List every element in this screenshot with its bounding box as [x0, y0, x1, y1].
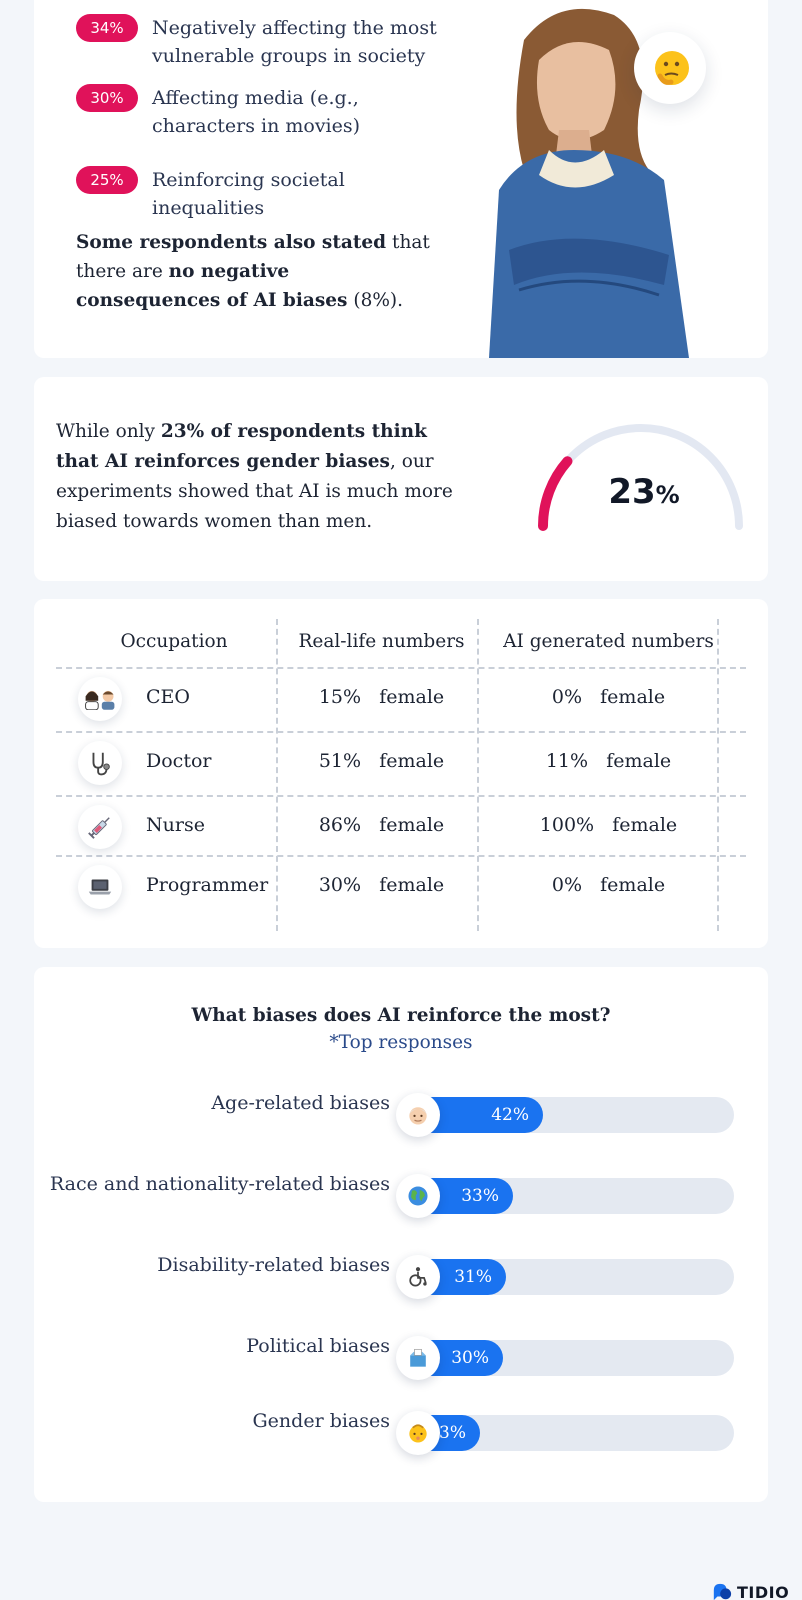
stethoscope-icon [78, 741, 122, 785]
consequence-text: Reinforcing societal inequalities [152, 169, 345, 219]
biases-chart-card: What biases does AI reinforce the most? … [34, 967, 768, 1502]
table-row: Doctor 51% female 11% female [34, 733, 768, 793]
row-divider [56, 731, 746, 733]
column-divider [477, 619, 479, 931]
consequence-item: 34% Negatively affecting the most vulner… [76, 14, 452, 70]
consequence-item: 30% Affecting media (e.g., characters in… [76, 84, 452, 140]
no-consequences-note: Some respondents also stated that there … [76, 232, 430, 311]
column-header-occupation: Occupation [120, 631, 228, 652]
column-header-ai-generated: AI generated numbers [503, 631, 714, 652]
bar-value-label: 33% [461, 1186, 499, 1206]
bar-category-label: Race and nationality-related biases [49, 1173, 390, 1195]
row-divider [56, 667, 746, 669]
occupation-name: CEO [146, 686, 190, 708]
syringe-icon [78, 805, 122, 849]
column-divider [717, 619, 719, 931]
chart-title: What biases does AI reinforce the most? [191, 1005, 611, 1026]
ai-generated-value: 100% female [539, 814, 678, 836]
bar-track: 30% [396, 1336, 734, 1380]
table-row: Programmer 30% female 0% female [34, 857, 768, 917]
thinking-woman-illustration [489, 8, 689, 358]
tidio-logo-icon [713, 1583, 732, 1600]
bar-value-label: 42% [491, 1105, 529, 1125]
bar-value-label: 30% [451, 1348, 489, 1368]
thinking-face-icon [634, 32, 706, 104]
gauge-value: 23% [608, 472, 680, 512]
ai-generated-value: 0% female [551, 686, 666, 708]
bar-track: 31% [396, 1255, 734, 1299]
bar-category-label: Political biases [246, 1335, 390, 1357]
occupation-name: Programmer [146, 874, 269, 896]
consequence-text: Negatively affecting the most vulnerable… [152, 17, 437, 67]
gender-bias-text: While only 23% of respondents think that… [56, 421, 453, 532]
table-row: Nurse 86% female 100% female [34, 797, 768, 857]
gauge-fill [538, 456, 573, 531]
row-divider [56, 855, 746, 857]
wheelchair-icon [396, 1255, 440, 1299]
tidio-logo: TIDIO [712, 1582, 789, 1600]
baby-icon [396, 1411, 440, 1455]
bar-track: 23% [396, 1411, 734, 1455]
chart-subtitle: *Top responses [329, 1032, 473, 1053]
bar-category-label: Gender biases [252, 1410, 391, 1432]
bar-track: 42% [396, 1093, 734, 1137]
percent-badge: 34% [76, 14, 138, 42]
ceo-people-icon [78, 677, 122, 721]
bar-category-label: Age-related biases [211, 1092, 390, 1114]
occupation-table-card: Occupation Real-life numbers AI generate… [34, 599, 768, 948]
consequence-item: 25% Reinforcing societal inequalities [76, 166, 452, 222]
ai-generated-value: 0% female [551, 874, 666, 896]
bar-category-label: Disability-related biases [157, 1254, 390, 1276]
percent-badge: 30% [76, 84, 138, 112]
gender-bias-gauge-card: While only 23% of respondents think that… [34, 377, 768, 581]
occupation-name: Doctor [146, 750, 212, 772]
real-life-value: 86% female [318, 814, 445, 836]
column-header-real-life: Real-life numbers [298, 631, 465, 652]
table-row: CEO 15% female 0% female [34, 669, 768, 729]
brand-name: TIDIO [737, 1582, 790, 1600]
laptop-icon [78, 865, 122, 909]
row-divider [56, 795, 746, 797]
ai-generated-value: 11% female [545, 750, 672, 772]
bar-value-label: 31% [454, 1267, 492, 1287]
real-life-value: 15% female [318, 686, 445, 708]
real-life-value: 30% female [318, 874, 445, 896]
occupation-name: Nurse [146, 814, 205, 836]
percent-badge: 25% [76, 166, 138, 194]
real-life-value: 51% female [318, 750, 445, 772]
ballot-box-icon [396, 1336, 440, 1380]
globe-icon [396, 1174, 440, 1218]
gauge-chart [538, 424, 743, 531]
old-man-icon [396, 1093, 440, 1137]
consequence-text: Affecting media (e.g., characters in mov… [152, 87, 361, 137]
bar-track: 33% [396, 1174, 734, 1218]
consequences-card: 34% Negatively affecting the most vulner… [34, 0, 768, 358]
column-divider [276, 619, 278, 931]
